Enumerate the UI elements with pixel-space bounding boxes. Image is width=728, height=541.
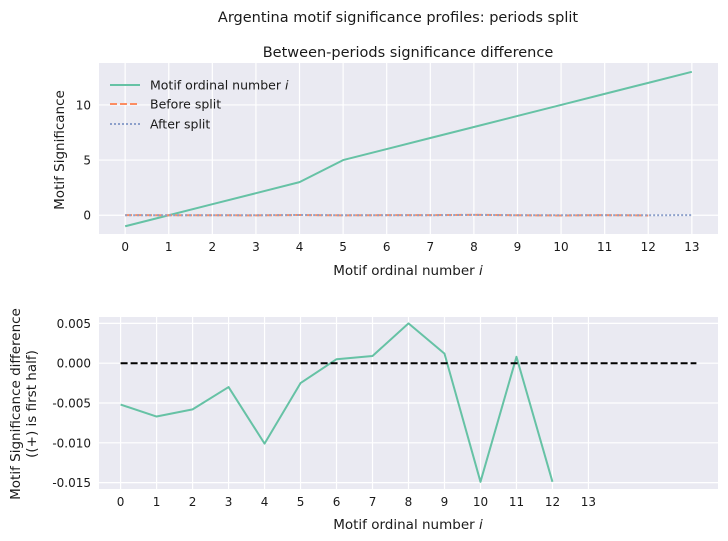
top-x-tick-label: 3 [252,240,260,254]
top-series-group [124,70,693,228]
top-x-tick-label: 9 [514,240,522,254]
top-x-tick-label: 12 [641,240,656,254]
top-x-tick-label: 13 [684,240,699,254]
bot-series-line-0 [120,322,554,483]
legend-label-after-split: After split [150,117,210,132]
bottom-x-axis-label: Motif ordinal number i [333,517,483,533]
bot-y-tick-label: -0.010 [52,436,91,450]
legend-label-motif-ordinal-var: i [285,78,289,93]
top-y-ticks: 0 5 10 [76,98,91,222]
top-x-tick-label: 8 [470,240,478,254]
top-x-tick-label: 10 [553,240,568,254]
top-x-axis-label-text: Motif ordinal number [333,263,475,279]
bot-y-tick-label: -0.015 [52,476,91,490]
top-x-tick-label: 6 [383,240,391,254]
top-x-axis-label: Motif ordinal number i [333,263,483,279]
bot-y-tick-label: 0.000 [57,357,91,371]
legend-label-before-split: Before split [150,97,221,112]
top-y-axis-label: Motif Significance [52,90,68,210]
bot-y-tick-label: 0.005 [57,317,91,331]
bot-x-tick-label: 13 [581,495,596,509]
legend-label-motif-ordinal-text: Motif ordinal number [150,78,282,93]
bot-x-tick-label: 1 [153,495,161,509]
bot-x-tick-label: 10 [473,495,488,509]
bot-x-tick-label: 6 [333,495,341,509]
top-x-tick-label: 2 [209,240,217,254]
top-x-tick-label: 11 [597,240,612,254]
top-series-line-0 [124,70,693,228]
top-x-tick-label: 5 [339,240,347,254]
top-x-tick-label: 7 [426,240,434,254]
bot-x-tick-label: 4 [261,495,269,509]
top-x-tick-label: 0 [121,240,129,254]
bot-x-tick-label: 2 [189,495,197,509]
bottom-y-axis-label-line1: Motif Significance difference [8,308,24,500]
top-x-tick-label: 4 [296,240,304,254]
bot-x-tick-label: 9 [441,495,449,509]
top-x-ticks: 0 1 2 3 4 5 6 7 8 9 10 11 12 13 [121,240,699,254]
bot-x-tick-label: 11 [509,495,524,509]
top-y-tick-label: 5 [83,154,91,168]
bot-x-tick-label: 8 [405,495,413,509]
bot-y-tick-label: -0.005 [52,397,91,411]
bot-x-tick-label: 7 [369,495,377,509]
figure-suptitle: Argentina motif significance profiles: p… [218,10,578,26]
top-y-tick-label: 0 [83,209,91,223]
bot-x-tick-label: 0 [117,495,125,509]
legend-label-motif-ordinal: Motif ordinal number i [150,78,289,93]
bot-x-tick-label: 3 [225,495,233,509]
bottom-x-ticks: 0 1 2 3 4 5 6 7 8 9 10 11 12 13 [117,495,596,509]
bottom-series-group [120,322,697,483]
bottom-x-axis-label-var: i [479,517,483,533]
bot-x-tick-label: 12 [545,495,560,509]
bot-x-tick-label: 5 [297,495,305,509]
legend: Motif ordinal number i Before split Afte… [110,78,289,132]
bottom-x-axis-label-text: Motif ordinal number [333,517,475,533]
top-y-tick-label: 10 [76,98,91,112]
bottom-y-axis-label-line2: ((+) is first half) [24,350,40,458]
bottom-y-ticks: 0.005 0.000 -0.005 -0.010 -0.015 [52,317,91,490]
top-x-axis-label-var: i [479,263,483,279]
top-x-tick-label: 1 [165,240,173,254]
top-subplot-title: Between-periods significance difference [263,45,554,61]
